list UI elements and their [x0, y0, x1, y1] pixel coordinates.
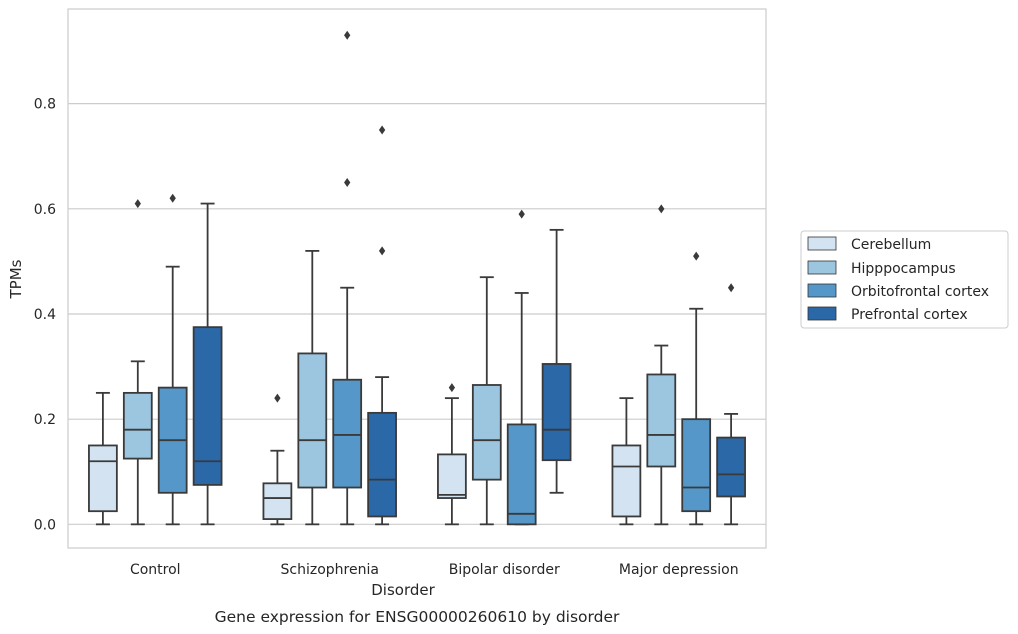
box-body — [471, 384, 502, 481]
box-body — [122, 391, 153, 460]
box — [506, 209, 537, 526]
outlier-point — [344, 178, 351, 188]
outlier-point — [169, 193, 176, 203]
y-tick-labels: 0.0 0.2 0.4 0.6 0.8 — [34, 97, 56, 534]
outlier-point — [134, 199, 141, 209]
box — [611, 397, 642, 526]
y-tick-label: 0.0 — [34, 517, 56, 533]
outlier-point — [727, 283, 735, 293]
box-body — [506, 423, 537, 526]
legend-frame — [800, 230, 1009, 329]
legend-swatch-cerebellum — [807, 236, 837, 251]
x-tick-labels: Control Schizophrenia Bipolar disorder Majo… — [130, 562, 739, 578]
legend-label-hippocampus: Hipppocampus — [851, 261, 956, 277]
chart-caption: Gene expression for ENSG00000260610 by d… — [215, 608, 620, 626]
box-body — [437, 453, 467, 499]
box — [681, 251, 712, 526]
box-body — [541, 363, 572, 462]
legend-label-cerebellum: Cerebellum — [851, 237, 931, 253]
legend-entry-orbitofrontal: Orbitofrontal cortex — [807, 283, 989, 300]
x-tick-label: Control — [130, 562, 181, 578]
box — [297, 249, 328, 526]
box — [437, 383, 467, 526]
outlier-point — [378, 246, 386, 256]
legend-label-orbitofrontal: Orbitofrontal cortex — [851, 284, 989, 300]
outlier-point — [274, 393, 281, 403]
box — [716, 283, 746, 526]
outlier-point — [378, 125, 386, 135]
box-body — [646, 373, 677, 468]
outlier-point — [344, 30, 351, 40]
y-tick-label: 0.2 — [34, 412, 56, 428]
box — [157, 193, 188, 526]
legend-label-prefrontal: Prefrontal cortex — [851, 307, 968, 323]
box-body — [332, 378, 363, 489]
box — [332, 30, 363, 526]
box-body — [716, 436, 746, 498]
x-axis-label: Disorder — [371, 581, 435, 599]
box — [262, 393, 293, 526]
legend-swatch-orbitofrontal — [807, 283, 837, 298]
outlier-point — [518, 209, 525, 219]
box-body — [262, 482, 293, 520]
legend: Cerebellum Hipppocampus Orbitofrontal co… — [800, 230, 1009, 329]
outlier-point — [693, 251, 700, 261]
box — [88, 391, 118, 526]
outlier-point — [448, 383, 456, 393]
y-tick-label: 0.6 — [34, 202, 56, 218]
plot-frame — [67, 8, 767, 549]
y-tick-label: 0.4 — [34, 307, 56, 323]
box — [541, 228, 572, 494]
legend-swatch-hippocampus — [807, 260, 837, 275]
x-tick-label: Bipolar disorder — [449, 562, 560, 578]
box-series — [88, 30, 746, 526]
legend-swatch-prefrontal — [807, 306, 837, 321]
y-tick-label: 0.8 — [34, 97, 56, 113]
box — [122, 199, 153, 526]
box-body — [367, 411, 397, 518]
box-body — [681, 418, 712, 513]
box-body — [192, 326, 223, 486]
box-body — [611, 444, 642, 518]
legend-entry-prefrontal: Prefrontal cortex — [807, 306, 968, 323]
legend-entry-cerebellum: Cerebellum — [807, 236, 931, 253]
x-tick-label: Major depression — [619, 562, 739, 578]
legend-entry-hippocampus: Hipppocampus — [807, 260, 956, 277]
box-body — [297, 352, 328, 489]
x-tick-label: Schizophrenia — [281, 562, 379, 578]
box — [471, 276, 502, 526]
outlier-point — [658, 204, 665, 214]
box — [367, 125, 397, 526]
box — [646, 204, 677, 526]
box-body — [88, 444, 118, 513]
box — [192, 202, 223, 526]
y-axis-label: TPMs — [7, 259, 25, 299]
